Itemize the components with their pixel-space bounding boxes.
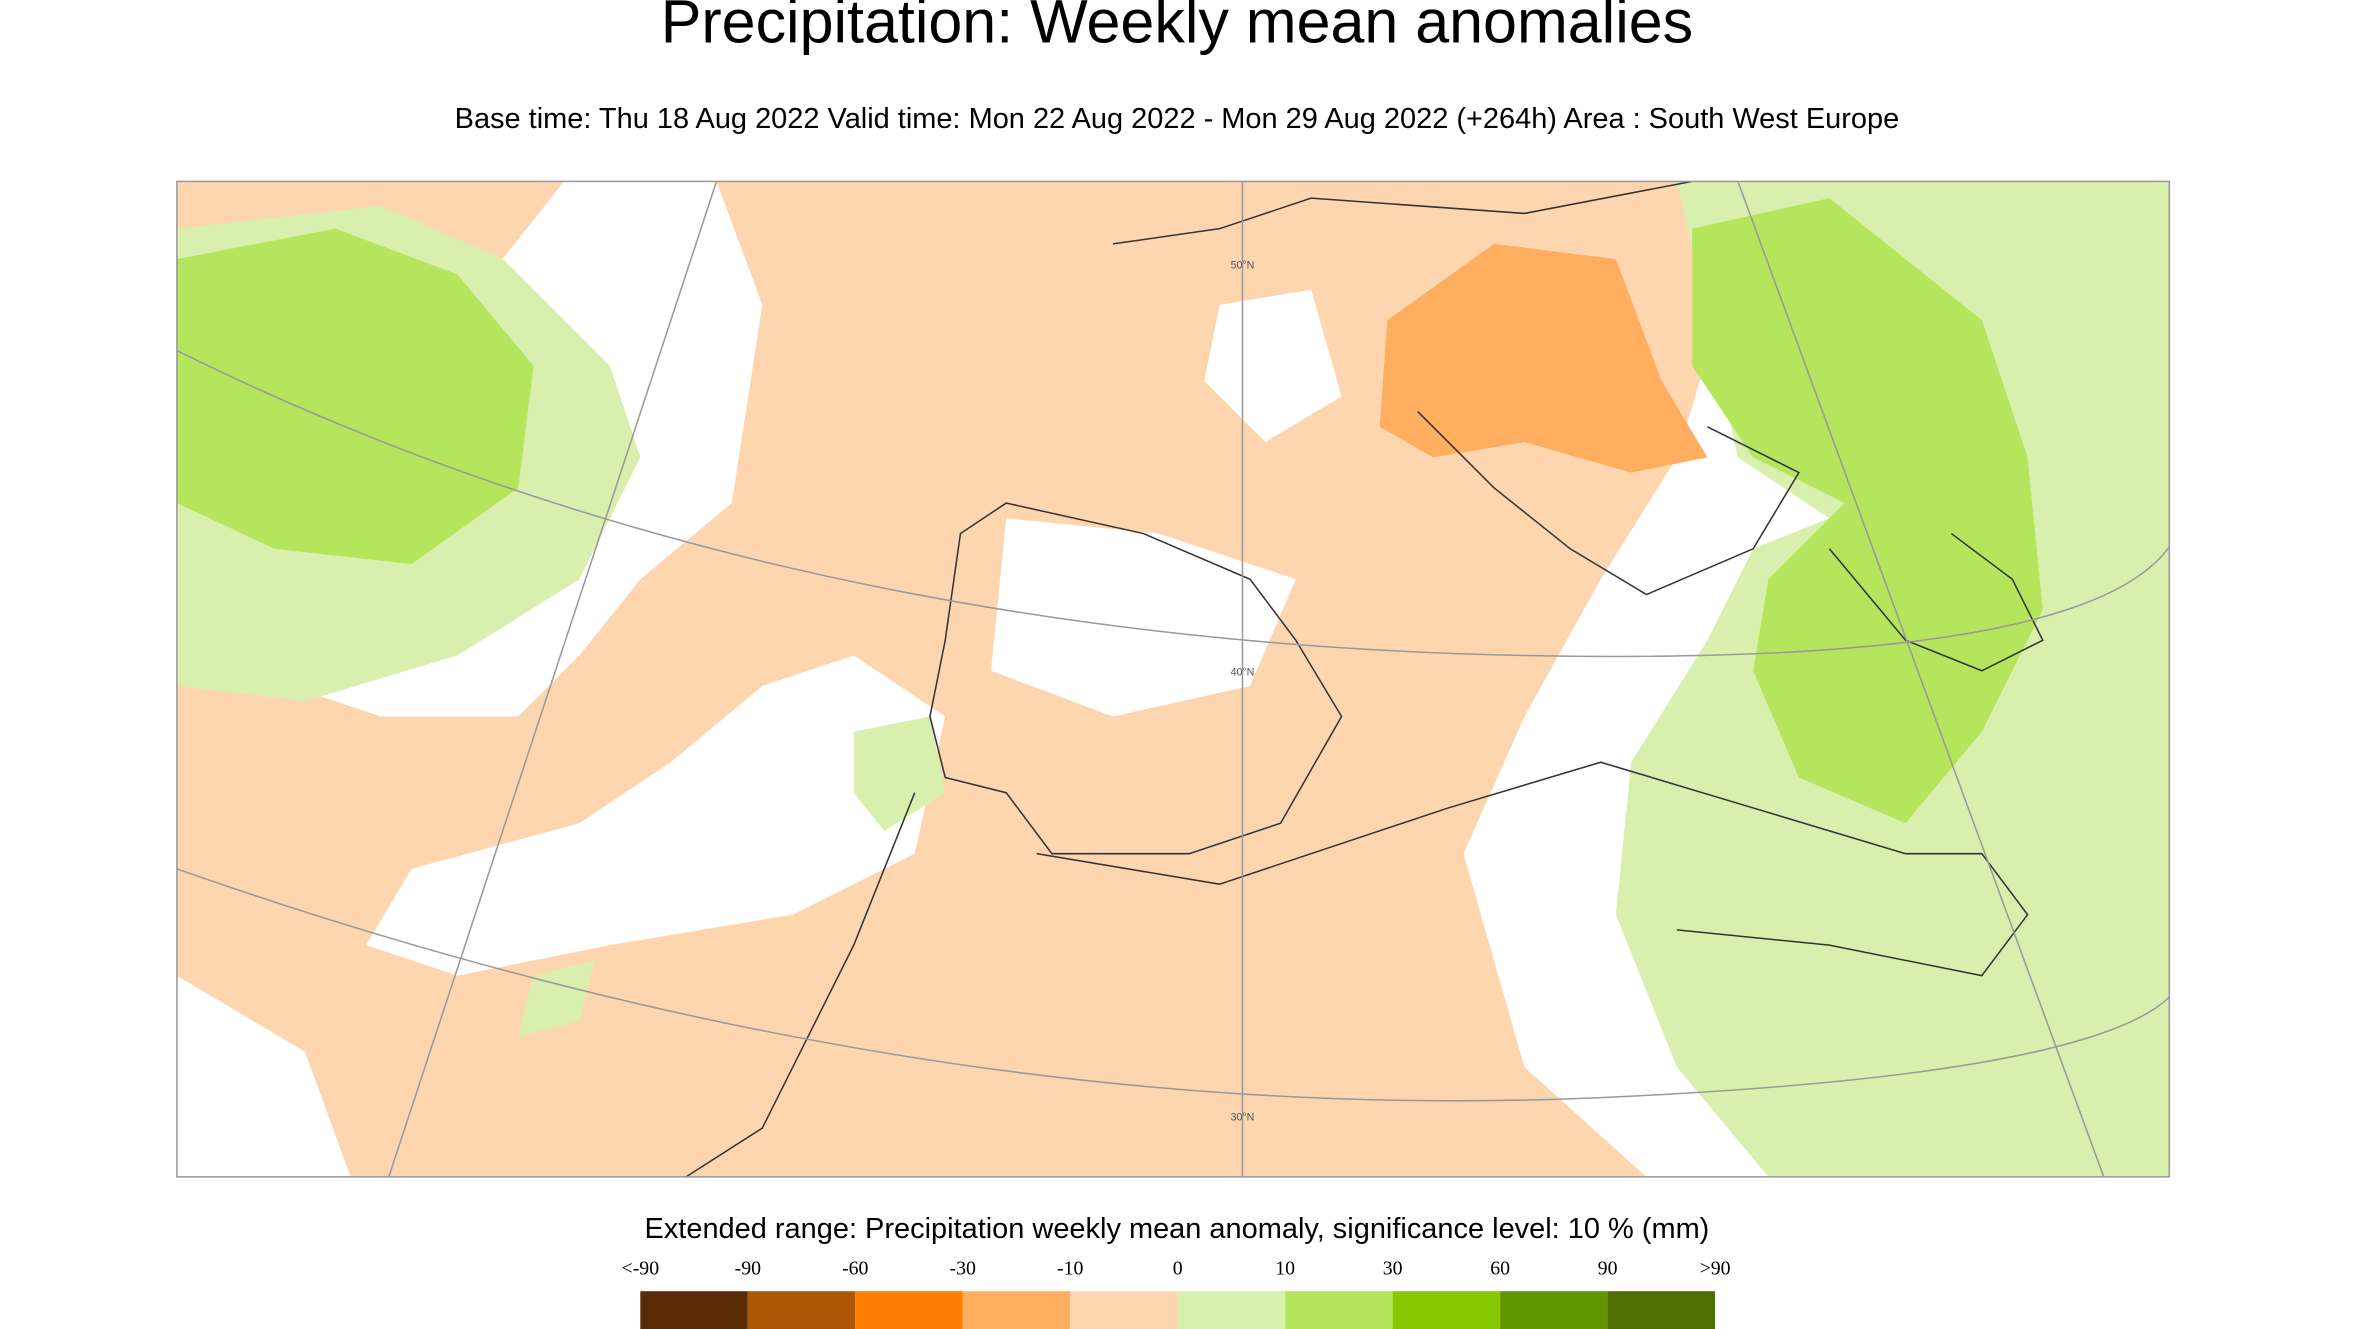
legend-swatch [747,1291,856,1329]
legend-swatch [1070,1291,1178,1329]
map-frame [176,180,2171,1178]
legend-label: 60 [1490,1257,1510,1279]
legend-label: <-90 [622,1257,660,1279]
legend-swatch [1500,1291,1608,1329]
legend-swatch [962,1291,1071,1329]
legend-label: -60 [842,1257,868,1279]
latitude-label: 50°N [1231,259,1255,271]
legend-swatch [855,1291,963,1329]
map: 50°N 40°N 30°N [176,181,2170,1177]
legend-label: -90 [735,1257,761,1279]
legend-label: 0 [1173,1257,1183,1279]
subtitle: Base time: Thu 18 Aug 2022 Valid time: M… [455,103,1900,135]
legend-label: 10 [1275,1257,1295,1279]
legend-swatch [1285,1291,1393,1329]
legend-swatch [1607,1291,1716,1329]
legend-swatch [1392,1291,1501,1329]
title: Precipitation: Weekly mean anomalies [661,0,1693,56]
legend-label: -10 [1057,1257,1083,1279]
latitude-label: 40°N [1231,666,1255,678]
legend-swatch [1177,1291,1286,1329]
legend: <-90 -90 -60 -30 -10 0 10 30 60 90 >90 [622,1257,1731,1329]
legend-label: 30 [1383,1257,1403,1279]
legend-label: >90 [1700,1257,1731,1279]
legend-swatch [640,1291,748,1329]
legend-label: -30 [950,1257,976,1279]
latitude-label: 30°N [1231,1111,1255,1123]
legend-title: Extended range: Precipitation weekly mea… [645,1213,1710,1245]
legend-label: 90 [1598,1257,1618,1279]
